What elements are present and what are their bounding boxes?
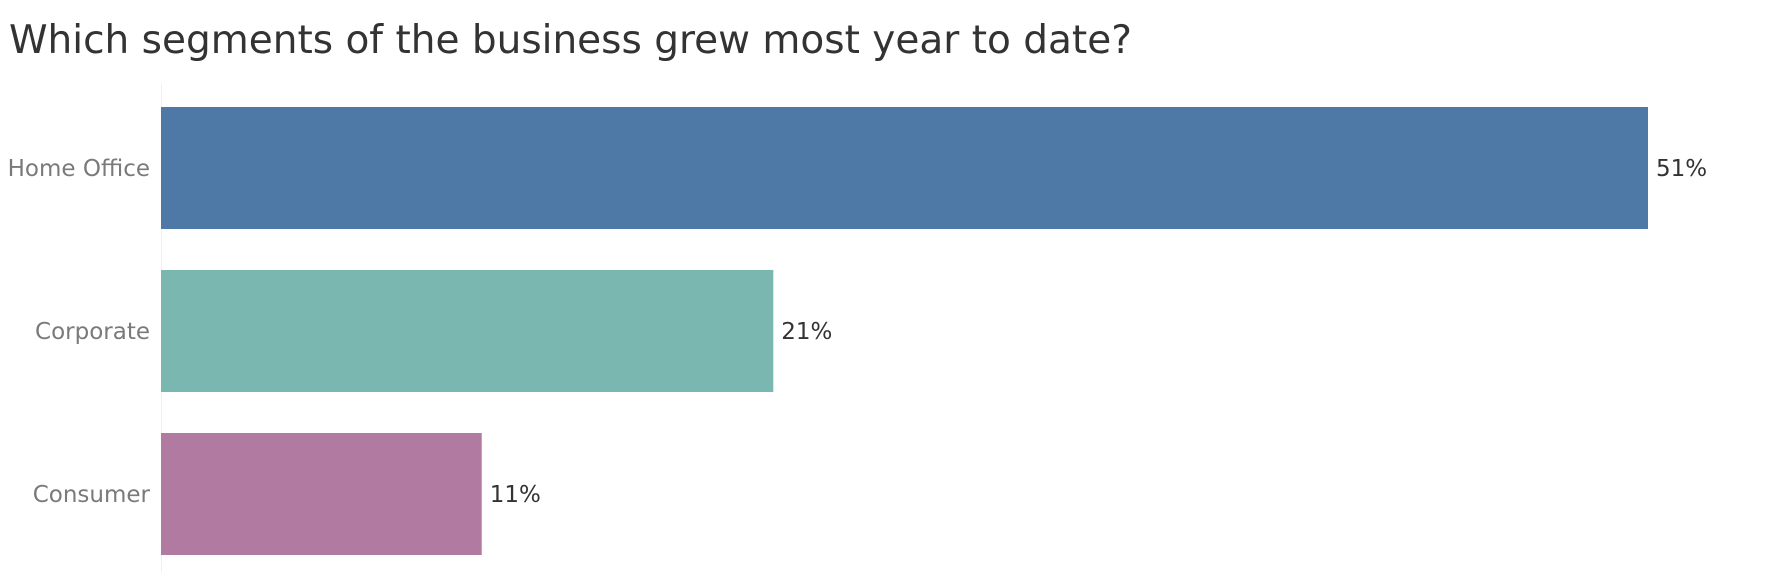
bar-corporate[interactable] xyxy=(161,270,774,392)
category-label-home-office: Home Office xyxy=(8,156,150,182)
bars-group: Home Office 51% Corporate 21% Consumer 11% xyxy=(8,107,1707,555)
value-label-home-office: 51% xyxy=(1656,156,1707,182)
value-label-corporate: 21% xyxy=(781,319,832,345)
bar-home-office[interactable] xyxy=(161,107,1648,229)
value-label-consumer: 11% xyxy=(490,482,541,508)
category-label-consumer: Consumer xyxy=(33,482,151,508)
chart-title: Which segments of the business grew most… xyxy=(9,18,1132,63)
bar-consumer[interactable] xyxy=(161,433,482,555)
category-label-corporate: Corporate xyxy=(35,319,150,345)
